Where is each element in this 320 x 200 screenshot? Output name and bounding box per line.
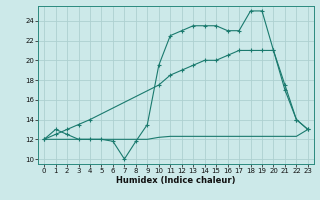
X-axis label: Humidex (Indice chaleur): Humidex (Indice chaleur) <box>116 176 236 185</box>
